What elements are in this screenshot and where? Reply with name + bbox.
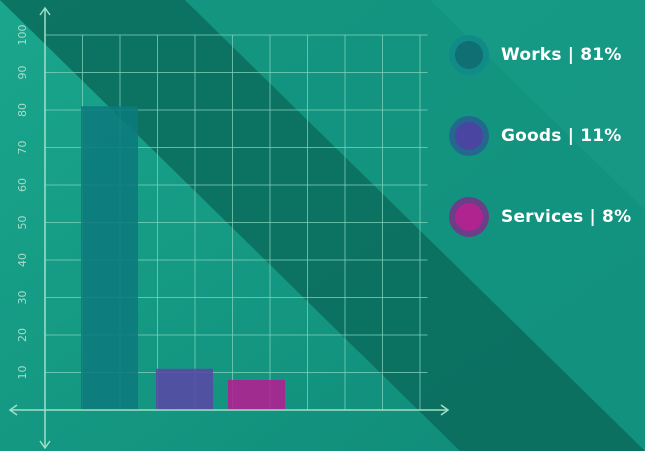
legend-label-services: Services | 8% bbox=[501, 207, 632, 227]
legend-item-goods: Goods | 11% bbox=[449, 113, 631, 159]
magenta-circle-inner bbox=[455, 203, 483, 231]
bars bbox=[81, 106, 285, 410]
magenta-circle-icon bbox=[449, 197, 489, 237]
legend-label-goods: Goods | 11% bbox=[501, 126, 622, 146]
y-tick-label: 20 bbox=[16, 328, 29, 342]
purple-circle-icon bbox=[449, 116, 489, 156]
y-axis-up-arrow-icon bbox=[39, 6, 51, 16]
y-tick-label: 40 bbox=[16, 253, 29, 267]
x-axis-right-arrow-icon bbox=[440, 404, 450, 416]
y-tick-label: 90 bbox=[16, 66, 29, 80]
legend-item-works: Works | 81% bbox=[449, 32, 631, 78]
axes bbox=[8, 6, 450, 450]
y-tick-label: 100 bbox=[16, 25, 29, 46]
legend: Works | 81% Goods | 11% Services | 8% bbox=[449, 32, 631, 275]
legend-label-works: Works | 81% bbox=[501, 45, 622, 65]
teal-circle-inner bbox=[455, 41, 483, 69]
x-axis-left-arrow-icon bbox=[8, 404, 18, 416]
y-tick-label: 50 bbox=[16, 216, 29, 230]
y-tick-label: 80 bbox=[16, 103, 29, 117]
bar-goods bbox=[156, 368, 213, 410]
y-tick-label: 60 bbox=[16, 178, 29, 192]
purple-circle-inner bbox=[455, 122, 483, 150]
bar-services bbox=[228, 380, 285, 410]
legend-item-services: Services | 8% bbox=[449, 194, 631, 240]
y-tick-labels: 10 20 30 40 50 60 70 80 90 100 bbox=[16, 25, 29, 380]
y-tick-label: 30 bbox=[16, 291, 29, 305]
y-axis-down-arrow-icon bbox=[39, 440, 51, 450]
bar-works bbox=[81, 106, 138, 410]
y-tick-label: 10 bbox=[16, 366, 29, 380]
background-right-panel bbox=[185, 0, 645, 451]
teal-circle-icon bbox=[449, 35, 489, 75]
y-tick-label: 70 bbox=[16, 141, 29, 155]
